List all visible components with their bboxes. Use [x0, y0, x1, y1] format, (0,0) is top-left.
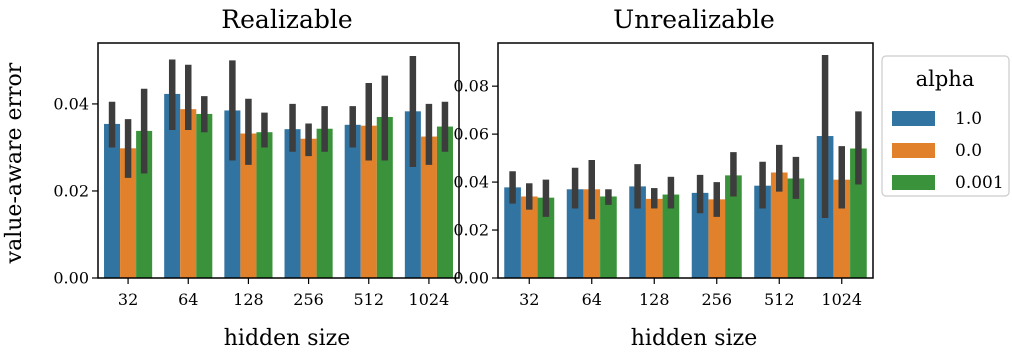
chart-title-unrealizable: Unrealizable — [613, 5, 775, 34]
bar-512-alpha-0_0 — [360, 125, 377, 278]
bar-512-alpha-1_0 — [754, 185, 771, 278]
bar-1024-alpha-0_001 — [436, 126, 453, 278]
x-tick-label-128: 128 — [233, 290, 264, 309]
panel-unrealizable: Unrealizable hidden size 32 64 128 256 512 10… — [453, 5, 874, 351]
x-tick-label-128: 128 — [639, 290, 670, 309]
bar-256-alpha-1_0 — [284, 129, 301, 278]
bar-512-alpha-0_0 — [770, 172, 788, 278]
legend-label-0_0: 0.0 — [955, 141, 982, 161]
bar-32-alpha-0_0 — [120, 148, 137, 278]
legend-frame — [881, 55, 1010, 197]
bar-128-alpha-1_0 — [224, 110, 241, 278]
legend-swatch-0_001 — [892, 175, 935, 190]
axes-frame — [97, 42, 460, 279]
x-tick-label-1024: 1024 — [821, 290, 862, 309]
bar-256-alpha-0_001 — [316, 128, 333, 278]
plot-area-realizable: 32 64 128 256 512 1024 0.00 0.02 0.04 — [53, 42, 460, 309]
bar-1024-alpha-0_0 — [420, 136, 437, 278]
bar-64-alpha-0_001 — [600, 196, 617, 278]
y-axis-label: value-aware error — [2, 62, 27, 264]
bar-256-alpha-0_0 — [300, 138, 317, 278]
bar-32-alpha-1_0 — [504, 187, 521, 278]
bar-1024-alpha-0_001 — [850, 148, 867, 278]
x-tick-label-64: 64 — [178, 290, 198, 309]
bar-64-alpha-0_0 — [180, 109, 197, 279]
x-axis-label-unrealizable: hidden size — [631, 326, 758, 351]
bar-256-alpha-1_0 — [691, 192, 709, 278]
bar-32-alpha-0_0 — [520, 196, 538, 278]
x-axis-label-realizable: hidden size — [224, 326, 351, 351]
x-tick-label-512: 512 — [764, 290, 795, 309]
bar-256-alpha-0_001 — [725, 175, 742, 278]
legend-label-0_001: 0.001 — [955, 173, 1004, 193]
bar-512-alpha-1_0 — [344, 124, 361, 278]
x-tick-label-32: 32 — [519, 290, 539, 309]
bar-512-alpha-0_001 — [787, 178, 805, 278]
x-tick-label-256: 256 — [701, 290, 732, 309]
bar-64-alpha-1_0 — [566, 189, 584, 278]
bar-64-alpha-0_001 — [196, 113, 213, 278]
legend-items: 1.0 0.0 0.001 — [892, 109, 1004, 193]
bar-128-alpha-0_001 — [256, 132, 273, 278]
bar-128-alpha-0_0 — [645, 198, 663, 278]
legend-swatch-0_0 — [892, 143, 935, 158]
bar-128-alpha-1_0 — [629, 186, 646, 278]
y-tick-label-0.00: 0.00 — [453, 269, 489, 288]
y-tick-label-0.08: 0.08 — [453, 77, 489, 96]
y-tick-label-0.04: 0.04 — [53, 94, 89, 113]
bar-64-alpha-1_0 — [164, 93, 181, 278]
legend: alpha 1.0 0.0 0.001 — [881, 55, 1010, 197]
bar-32-alpha-0_001 — [537, 197, 555, 278]
bar-256-alpha-0_0 — [708, 199, 726, 278]
x-tick-label-256: 256 — [293, 290, 324, 309]
x-tick-label-32: 32 — [118, 290, 138, 309]
bar-1024-alpha-0_0 — [833, 179, 851, 278]
y-tick-label-0.00: 0.00 — [53, 269, 89, 288]
y-tick-label-0.06: 0.06 — [453, 125, 489, 144]
y-tick-label-0.04: 0.04 — [453, 173, 489, 192]
x-tick-label-64: 64 — [582, 290, 602, 309]
plot-area-unrealizable: 32 64 128 256 512 1024 0.00 0.02 0.04 0.06 0.08 — [453, 42, 874, 309]
bar-32-alpha-1_0 — [104, 123, 121, 278]
bar-1024-alpha-1_0 — [404, 111, 421, 278]
legend-swatch-1_0 — [892, 111, 935, 126]
bar-32-alpha-0_001 — [136, 130, 153, 278]
legend-label-1_0: 1.0 — [955, 109, 982, 129]
x-tick-label-1024: 1024 — [409, 290, 450, 309]
y-tick-label-0.02: 0.02 — [453, 221, 489, 240]
bar-128-alpha-0_001 — [662, 194, 680, 278]
bar-512-alpha-0_001 — [376, 116, 393, 278]
panel-realizable: Realizable value-aware error hidden size… — [2, 5, 460, 351]
chart-title-realizable: Realizable — [221, 5, 352, 34]
x-tick-label-512: 512 — [353, 290, 384, 309]
y-tick-label-0.02: 0.02 — [53, 181, 89, 200]
bar-64-alpha-0_0 — [583, 189, 601, 278]
bar-128-alpha-0_0 — [240, 133, 257, 278]
legend-title: alpha — [916, 67, 975, 91]
axes-frame — [497, 42, 874, 279]
